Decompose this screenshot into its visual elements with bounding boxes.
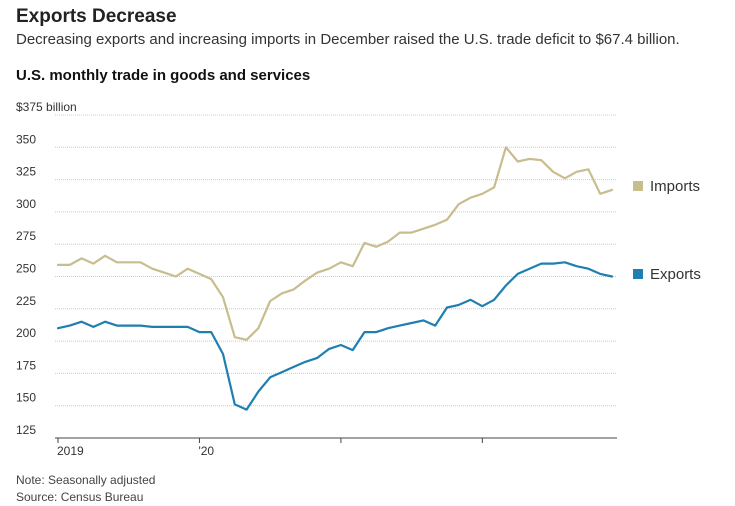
y-tick-label: 225: [16, 294, 36, 308]
chart-note: Note: Seasonally adjusted: [16, 473, 156, 487]
legend-imports-label: Imports: [650, 178, 700, 195]
axis-layer: $375 billion 350 325 300 275 250 225 200 175 150 1…: [16, 100, 617, 458]
chart-title: U.S. monthly trade in goods and services: [16, 67, 311, 84]
y-tick-label: 150: [16, 391, 36, 405]
y-tick-label: 275: [16, 229, 36, 243]
headline: Exports Decrease: [16, 6, 177, 27]
grid-layer: [55, 114, 617, 407]
y-tick-label: 325: [16, 165, 36, 179]
subheadline: Decreasing exports and increasing import…: [16, 31, 680, 48]
imports-series-line: [56, 146, 614, 341]
chart-source: Source: Census Bureau: [16, 490, 144, 504]
y-tick-label: 125: [16, 423, 36, 437]
y-tick-label: 175: [16, 358, 36, 372]
x-tick-label: '20: [198, 444, 214, 458]
x-tick-label: 2019: [57, 444, 84, 458]
legend-exports-label: Exports: [650, 266, 701, 283]
legend-exports-swatch: [633, 269, 643, 279]
series-layer: [56, 146, 614, 411]
y-tick-label: 300: [16, 197, 36, 211]
legend-layer: Imports Exports: [633, 178, 701, 283]
legend-imports-swatch: [633, 181, 643, 191]
exports-series-line: [56, 261, 614, 411]
y-tick-label: 250: [16, 262, 36, 276]
y-tick-label: $375 billion: [16, 100, 77, 114]
y-tick-label: 350: [16, 132, 36, 146]
y-tick-label: 200: [16, 326, 36, 340]
